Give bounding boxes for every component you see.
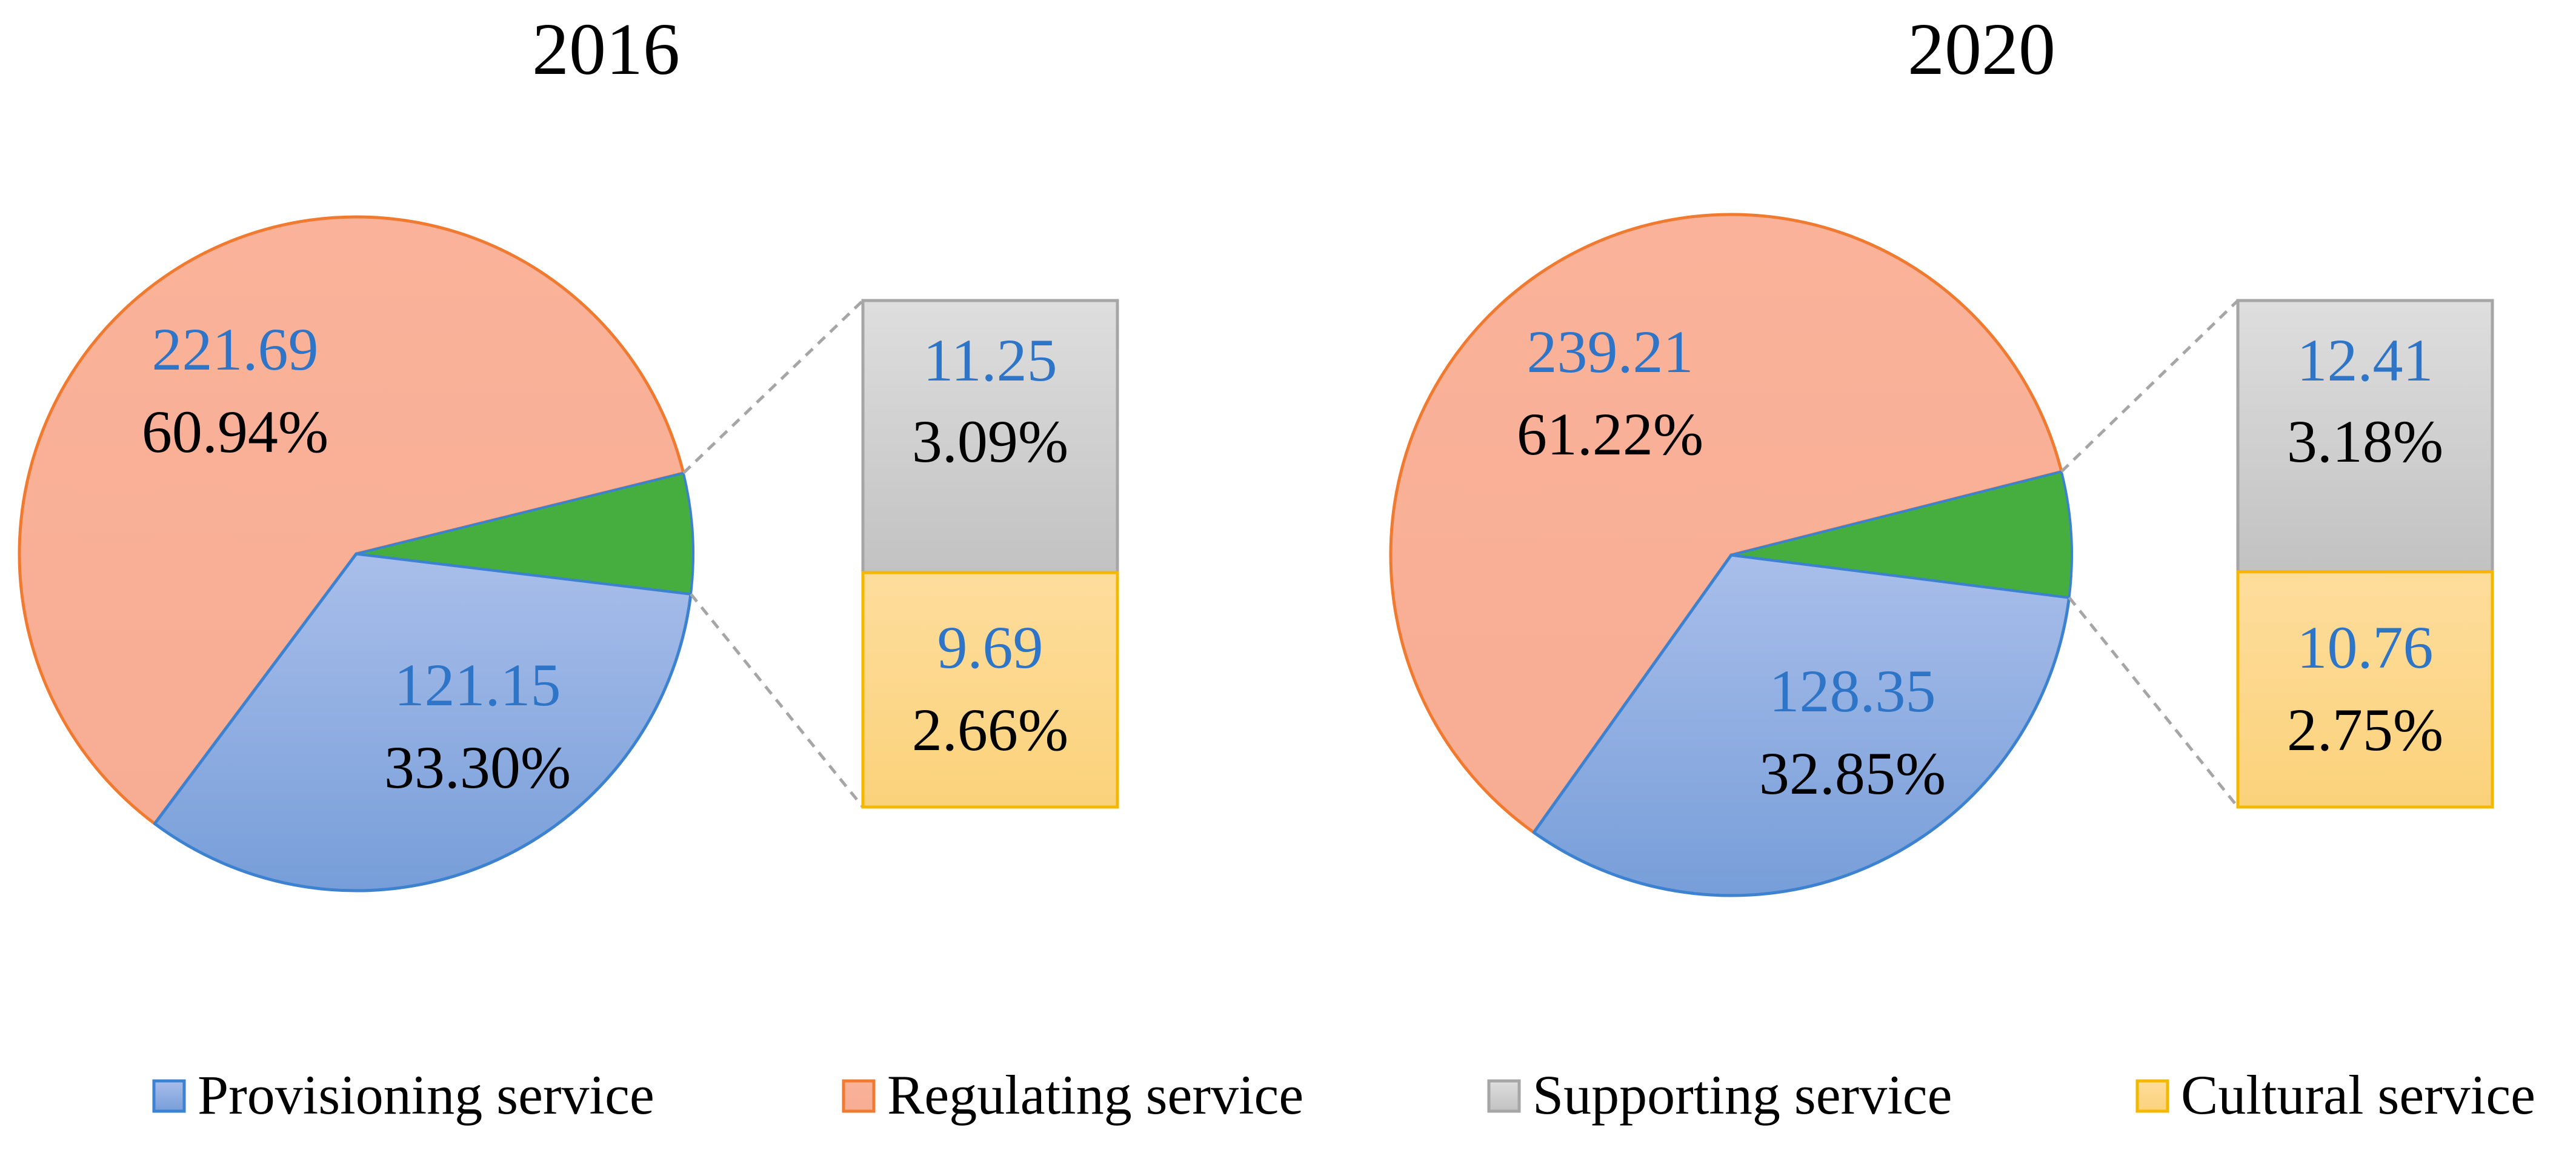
percent-label-provisioning: 33.30% — [384, 734, 571, 801]
percent-label-supporting: 3.18% — [2287, 408, 2443, 475]
percent-label-cultural: 2.66% — [912, 696, 1068, 763]
legend-swatch-cultural — [2135, 1079, 2169, 1113]
value-label-supporting: 12.41 — [2297, 327, 2434, 394]
pie-slice-other — [1730, 470, 2073, 599]
pie-slice-other — [355, 471, 694, 596]
connector-line-top — [2060, 299, 2239, 473]
value-label-cultural: 9.69 — [937, 614, 1043, 681]
pie-slice-regulating — [1389, 213, 2063, 834]
percent-label-regulating: 60.94% — [142, 398, 328, 465]
value-label-cultural: 10.76 — [2297, 614, 2434, 681]
percent-label-regulating: 61.22% — [1517, 400, 1703, 468]
bar-segment-cultural — [2236, 570, 2494, 809]
percent-label-provisioning: 32.85% — [1759, 740, 1946, 807]
legend-label-provisioning: Provisioning service — [198, 1064, 654, 1126]
chart-2020: 2020 239.21 61.22% 128.35 32.85% 12.41 3.18% 10… — [1389, 8, 2494, 897]
legend-label-supporting: Supporting service — [1533, 1064, 1952, 1126]
legend-item-cultural: Cultural service — [2135, 1064, 2535, 1126]
pie-slice-provisioning — [1532, 553, 2071, 897]
value-label-regulating: 239.21 — [1527, 318, 1694, 385]
percent-label-supporting: 3.09% — [912, 408, 1068, 475]
connector-line-bottom — [2068, 596, 2239, 808]
legend-item-supporting: Supporting service — [1487, 1064, 1952, 1126]
chart-title: 2016 — [532, 8, 680, 90]
percent-label-cultural: 2.75% — [2287, 696, 2443, 763]
connector-line-bottom — [690, 593, 864, 808]
connector-line-top — [682, 299, 864, 474]
legend: Provisioning service Regulating service Su… — [152, 1064, 2535, 1126]
legend-label-cultural: Cultural service — [2181, 1064, 2535, 1126]
chart-2016: 2016 221.69 60.94% 121.15 33.30% 11.25 3.09% 9.… — [18, 8, 1119, 892]
value-label-provisioning: 121.15 — [394, 651, 561, 719]
bar-segment-cultural — [861, 571, 1119, 809]
chart-title: 2020 — [1908, 8, 2055, 90]
bar-segment-supporting — [2236, 299, 2494, 574]
value-label-provisioning: 128.35 — [1769, 657, 1936, 725]
legend-label-regulating: Regulating service — [887, 1064, 1303, 1126]
pie-slice-regulating — [18, 215, 685, 825]
pie-slice-provisioning — [153, 552, 693, 892]
legend-swatch-regulating — [842, 1079, 876, 1113]
legend-item-regulating: Regulating service — [842, 1064, 1303, 1126]
legend-swatch-supporting — [1487, 1079, 1521, 1113]
value-label-regulating: 221.69 — [152, 316, 319, 383]
legend-item-provisioning: Provisioning service — [152, 1064, 654, 1126]
value-label-supporting: 11.25 — [923, 327, 1057, 394]
legend-swatch-provisioning — [152, 1079, 186, 1113]
